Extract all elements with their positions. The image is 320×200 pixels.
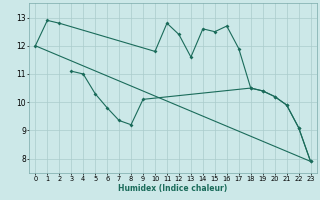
X-axis label: Humidex (Indice chaleur): Humidex (Indice chaleur) [118,184,228,193]
